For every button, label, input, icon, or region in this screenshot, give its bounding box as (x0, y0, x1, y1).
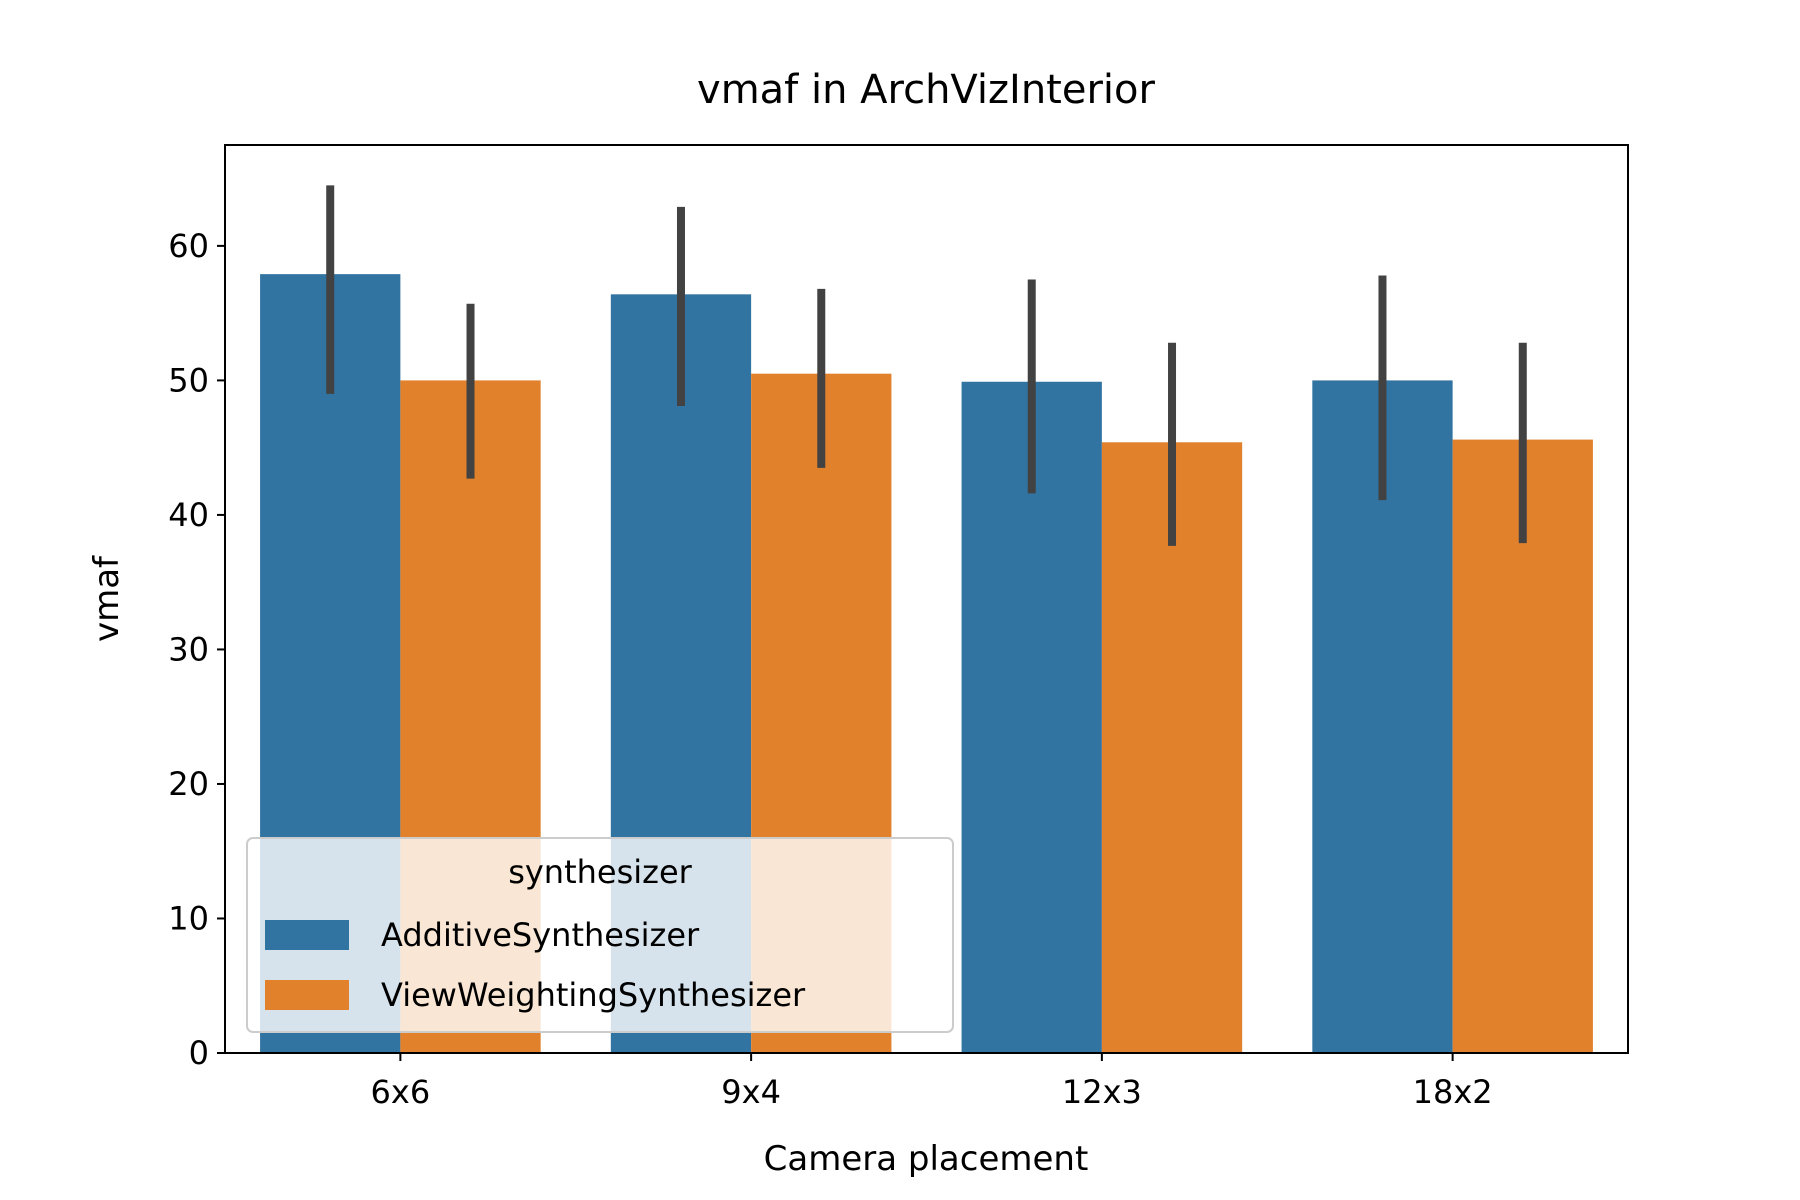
error-bars-layer (326, 185, 1527, 546)
y-tick-label: 30 (168, 630, 209, 668)
x-tick-label: 6x6 (371, 1073, 431, 1111)
x-axis: 6x6 9x4 12x3 18x2 (371, 1053, 1493, 1111)
legend-box (246, 837, 954, 1033)
legend-swatch-viewweighting (265, 980, 349, 1010)
y-tick-label: 0 (189, 1034, 209, 1072)
x-tick-label: 12x3 (1062, 1073, 1142, 1111)
legend-label-viewweighting: ViewWeightingSynthesizer (381, 976, 806, 1014)
y-tick-label: 20 (168, 765, 209, 803)
legend-swatch-additive (265, 920, 349, 950)
legend-title: synthesizer (508, 853, 692, 891)
y-tick-label: 60 (168, 227, 209, 265)
x-axis-label: Camera placement (764, 1139, 1089, 1179)
y-tick-label: 50 (168, 361, 209, 399)
y-axis-label: vmaf (87, 555, 127, 642)
plot-area-frame (224, 144, 1629, 1054)
y-tick-label: 10 (168, 899, 209, 937)
bar-additivesynthesizer-12x3 (961, 381, 1102, 1054)
x-tick-label: 9x4 (721, 1073, 781, 1111)
legend-label-additive: AdditiveSynthesizer (381, 916, 700, 954)
chart-title: vmaf in ArchVizInterior (697, 67, 1155, 113)
y-axis: 0 10 20 30 40 50 60 (168, 227, 225, 1072)
legend: synthesizer AdditiveSynthesizer ViewWeig… (246, 837, 954, 1033)
x-tick-label: 18x2 (1413, 1073, 1493, 1111)
y-tick-label: 40 (168, 496, 209, 534)
